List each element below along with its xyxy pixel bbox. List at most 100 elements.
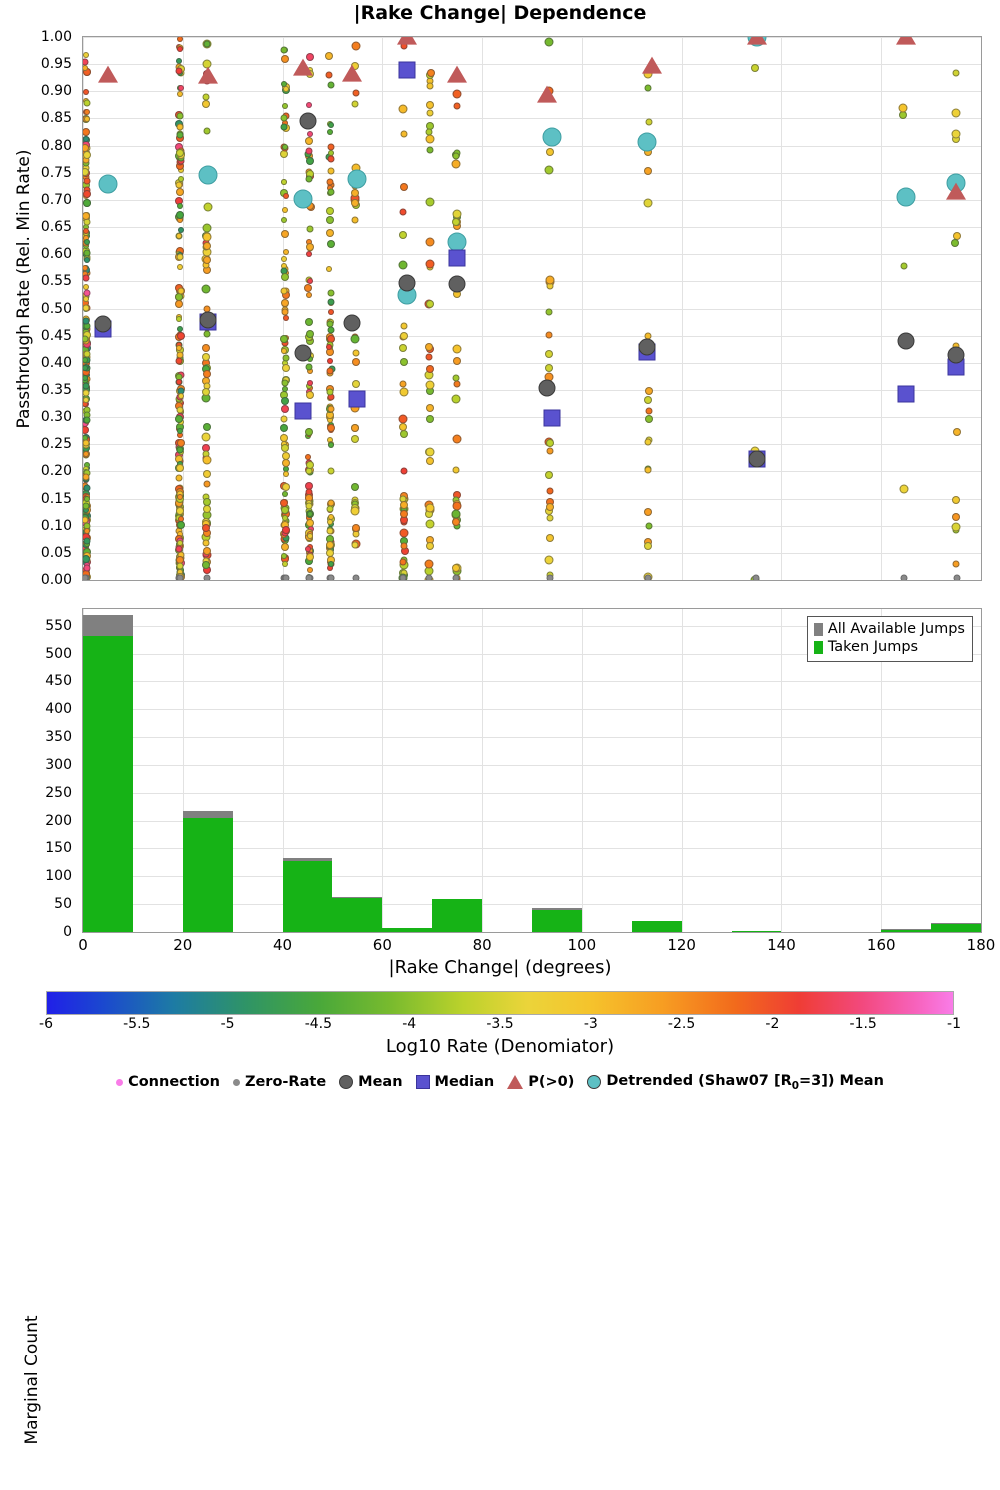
gridline-v [482, 609, 484, 932]
scatter-point [451, 159, 461, 169]
legend-swatch-square [415, 1075, 430, 1090]
scatter-point [83, 335, 89, 343]
zero-rate-point [546, 574, 554, 580]
scatter-point [203, 423, 212, 432]
scatter-point [327, 326, 335, 334]
scatter-point [83, 416, 91, 423]
scatter-point [202, 100, 211, 109]
page-title: |Rake Change| Dependence [353, 2, 647, 24]
scatter-point [426, 414, 435, 423]
scatter-point [203, 127, 211, 135]
scatter-point [202, 469, 211, 478]
scatter-point [203, 305, 211, 313]
scatter-point [452, 89, 462, 99]
zero-rate-point [953, 574, 961, 580]
scatter-point [280, 150, 289, 159]
zero-rate-point [352, 574, 360, 580]
scatter-point [327, 441, 334, 448]
legend-item-connection[interactable]: Connection [116, 1074, 220, 1090]
scatter-point [326, 178, 334, 186]
legend-item-all-available-jumps[interactable]: All Available Jumps [813, 621, 965, 639]
scatter-point [175, 357, 183, 365]
legend-swatch-small-dot [116, 1078, 124, 1086]
scatter-point [306, 250, 313, 257]
scatter-point [328, 561, 335, 568]
scatter-point [177, 393, 184, 400]
scatter-point [305, 502, 313, 510]
scatter-point [645, 522, 653, 529]
mean-marker [294, 344, 311, 362]
scatter-point [426, 68, 435, 77]
median-marker [398, 61, 416, 79]
scatter-point [175, 545, 183, 553]
scatter-point [306, 553, 315, 562]
scatter-point [425, 447, 435, 457]
scatter-point [352, 349, 360, 357]
scatter-point [83, 397, 90, 404]
scatter-point [280, 272, 289, 281]
scatter-point [84, 256, 91, 263]
scatter-point [400, 130, 408, 138]
scatter-point [643, 198, 653, 208]
legend-swatch-all-available-jumps [813, 623, 823, 637]
scatter-point [305, 546, 312, 552]
scatter-point [83, 537, 91, 545]
scatter-point [281, 363, 290, 372]
histogram-bar-taken [182, 817, 233, 932]
scatter-point [83, 265, 89, 272]
scatter-point [426, 109, 434, 117]
legend-item-p-0[interactable]: P(>0) [507, 1074, 574, 1090]
scatter-point [351, 434, 360, 443]
scatter-point [83, 484, 91, 492]
zero-rate-point [425, 574, 433, 580]
scatter-point [202, 223, 212, 233]
gridline-v [382, 609, 384, 932]
scatter-point [305, 175, 313, 183]
legend-item-detrended-shaw07-r-3-mean[interactable]: Detrended (Shaw07 [R0=3]) Mean [587, 1073, 884, 1092]
scatter-y-tick: 0.55 [40, 273, 72, 290]
scatter-point [400, 467, 408, 475]
scatter-y-tick: 0.05 [40, 544, 72, 561]
histogram-legend[interactable]: All Available Jumps Taken Jumps [806, 616, 973, 663]
zero-rate-point [305, 574, 313, 580]
scatter-point [399, 332, 408, 341]
scatter-point [83, 58, 89, 66]
mean-marker [638, 338, 656, 355]
scatter-point [306, 330, 315, 339]
scatter-point [83, 555, 91, 564]
legend-item-mean[interactable]: Mean [339, 1074, 403, 1090]
scatter-point [306, 510, 313, 517]
colorbar-tick: -3 [583, 1016, 598, 1032]
gridline-v [182, 37, 184, 580]
scatter-point [544, 363, 553, 372]
scatter-y-tick: 0.65 [40, 219, 72, 236]
legend-item-median[interactable]: Median [415, 1074, 494, 1090]
scatter-point [327, 289, 335, 297]
scatter-point [83, 51, 90, 58]
scatter-point [202, 546, 211, 555]
zero-rate-point [399, 574, 407, 580]
median-marker [294, 402, 311, 420]
scatter-point [425, 519, 435, 529]
scatter-point [399, 380, 407, 388]
gridline-v [482, 37, 484, 580]
scatter-point [304, 283, 313, 292]
legend-item-taken-jumps[interactable]: Taken Jumps [813, 639, 965, 657]
scatter-point [352, 523, 361, 532]
scatter-point [545, 148, 554, 157]
colorbar-tick: -4 [402, 1016, 417, 1032]
x-axis-tick: 20 [173, 936, 193, 954]
scatter-point [306, 225, 314, 233]
scatter-point [175, 316, 182, 322]
scatter-y-axis-label: Passthrough Rate (Rel. Min Rate) [14, 149, 34, 429]
scatter-point [176, 233, 183, 240]
scatter-point [326, 424, 335, 433]
scatter-point [326, 540, 335, 549]
legend-item-zero-rate[interactable]: Zero-Rate [232, 1074, 326, 1090]
scatter-point [425, 353, 433, 361]
legend-swatch-triangle [507, 1075, 524, 1090]
scatter-point [176, 58, 183, 65]
histogram-bar-taken [731, 931, 782, 932]
scatter-point [280, 444, 289, 453]
detrended-mean-marker [98, 174, 118, 194]
